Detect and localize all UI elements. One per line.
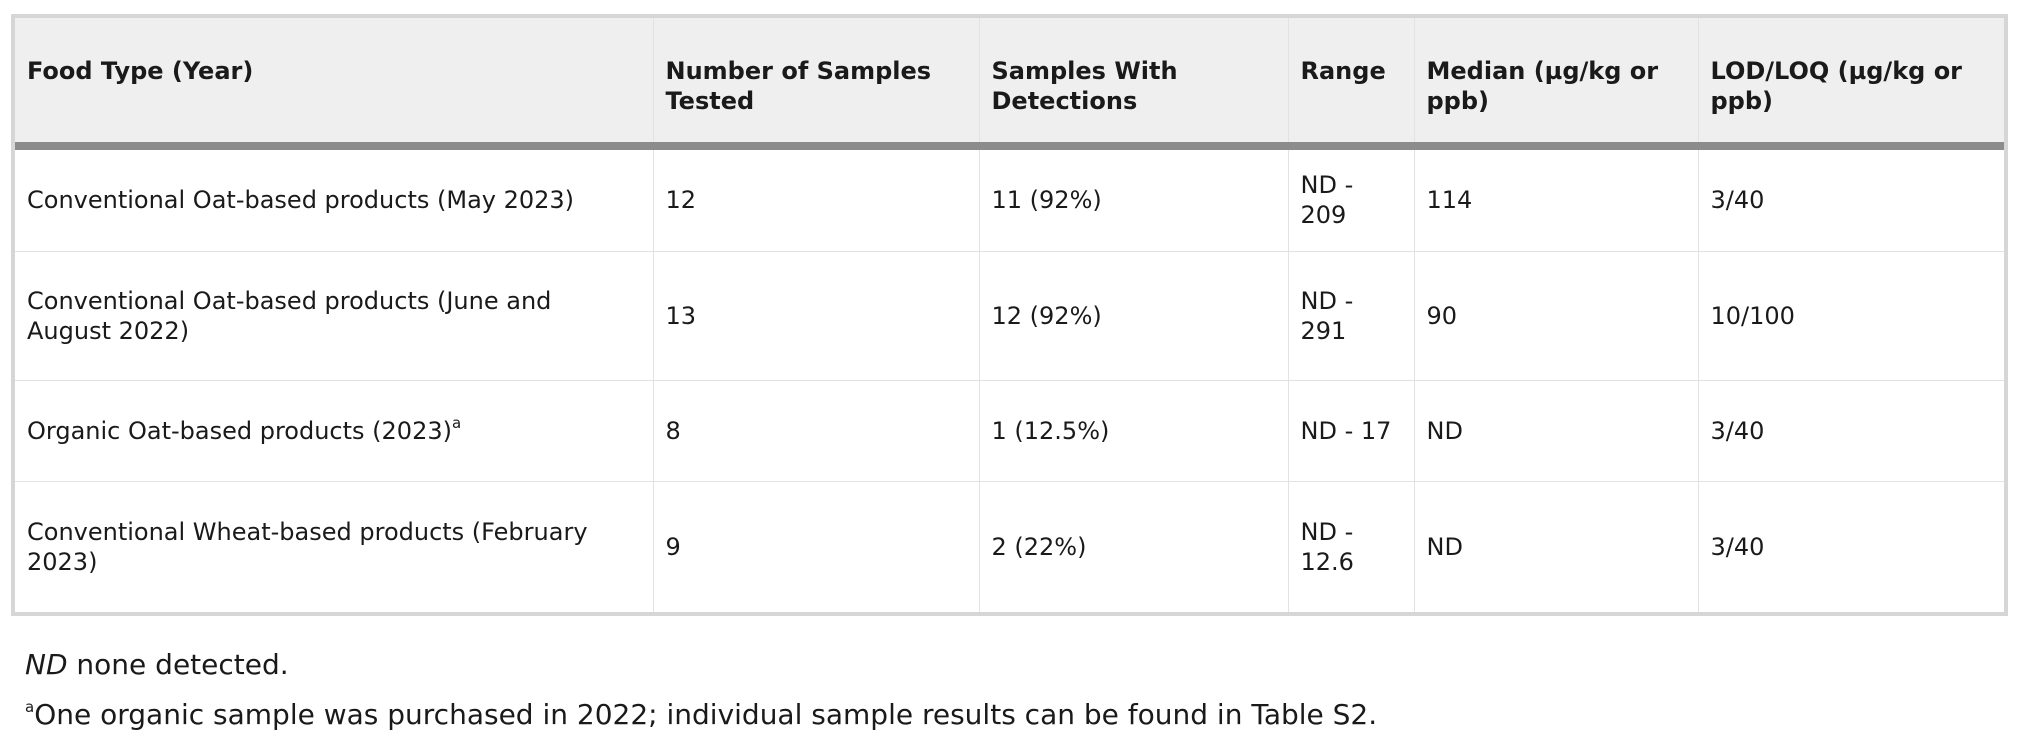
- footnote-marker: a: [451, 413, 462, 432]
- cell-food-type: Conventional Wheat-based products (Febru…: [15, 481, 654, 612]
- cell-range: ND - 12.6: [1288, 481, 1415, 612]
- cell-lod-loq: 3/40: [1710, 532, 1765, 561]
- cell-food-type: Conventional Oat-based products (June an…: [15, 251, 654, 381]
- cell-samples-detections: 11 (92%): [979, 146, 1289, 252]
- table-row: Conventional Oat-based products (June an…: [15, 251, 2004, 381]
- results-table: Food Type (Year) Number of Samples Teste…: [15, 18, 2004, 612]
- header-samples-tested: Number of Samples Tested: [653, 18, 980, 150]
- food-type-text: Organic Oat-based products (2023): [27, 416, 452, 445]
- cell-samples-tested: 8: [653, 380, 980, 482]
- table-row: Organic Oat-based products (2023)a 8 1 (…: [15, 380, 2004, 482]
- footnote-a: aOne organic sample was purchased in 202…: [25, 690, 1377, 740]
- table-row: Conventional Wheat-based products (Febru…: [15, 481, 2004, 612]
- header-row: Food Type (Year) Number of Samples Teste…: [15, 18, 2004, 150]
- cell-samples-detections: 2 (22%): [979, 481, 1289, 612]
- header-lod-loq: LOD/LOQ (µg/kg or ppb): [1698, 18, 2004, 150]
- cell-median: ND: [1414, 481, 1699, 612]
- cell-food-type: Organic Oat-based products (2023)a: [15, 380, 654, 482]
- nd-abbreviation: ND: [25, 648, 68, 681]
- table-notes: ND none detected. aOne organic sample wa…: [25, 640, 1377, 740]
- cell-lod-loq: 3/40: [1698, 380, 2004, 482]
- cell-samples-tested: 12: [653, 146, 980, 252]
- footnote-a-marker: a: [25, 697, 35, 716]
- cell-range: ND - 209: [1288, 146, 1415, 252]
- cell-lod-loq: 10/100: [1698, 251, 2004, 381]
- table-body: Conventional Oat-based products (May 202…: [15, 146, 2004, 612]
- cell-lod-loq: 3/40: [1698, 146, 2004, 252]
- nd-definition: none detected.: [67, 648, 289, 681]
- table-row: Conventional Oat-based products (May 202…: [15, 146, 2004, 252]
- cell-samples-tested: 9: [653, 481, 980, 612]
- header-median: Median (µg/kg or ppb): [1414, 18, 1699, 150]
- header-range: Range: [1288, 18, 1415, 150]
- cell-median: 90: [1414, 251, 1699, 381]
- cell-median: 114: [1414, 146, 1699, 252]
- cell-median: ND: [1414, 380, 1699, 482]
- food-type-text: Conventional Oat-based products (June an…: [27, 286, 552, 345]
- results-table-container: Food Type (Year) Number of Samples Teste…: [11, 14, 2008, 616]
- cell-range: ND - 291: [1288, 251, 1415, 381]
- cell-food-type: Conventional Oat-based products (May 202…: [15, 146, 654, 252]
- cell-samples-detections: 12 (92%): [979, 251, 1289, 381]
- abbreviation-note: ND none detected.: [25, 640, 1377, 690]
- cell-samples-tested: 13: [653, 251, 980, 381]
- cell-range: ND - 17: [1288, 380, 1415, 482]
- food-type-text: Conventional Oat-based products (May 202…: [27, 186, 575, 215]
- cell-samples-detections: 1 (12.5%): [979, 380, 1289, 482]
- header-samples-detections: Samples With Detections: [979, 18, 1289, 150]
- footnote-a-text: One organic sample was purchased in 2022…: [34, 698, 1378, 731]
- table-header: Food Type (Year) Number of Samples Teste…: [15, 18, 2004, 150]
- food-type-text: Conventional Wheat-based products (Febru…: [27, 517, 588, 576]
- header-food-type: Food Type (Year): [15, 18, 654, 150]
